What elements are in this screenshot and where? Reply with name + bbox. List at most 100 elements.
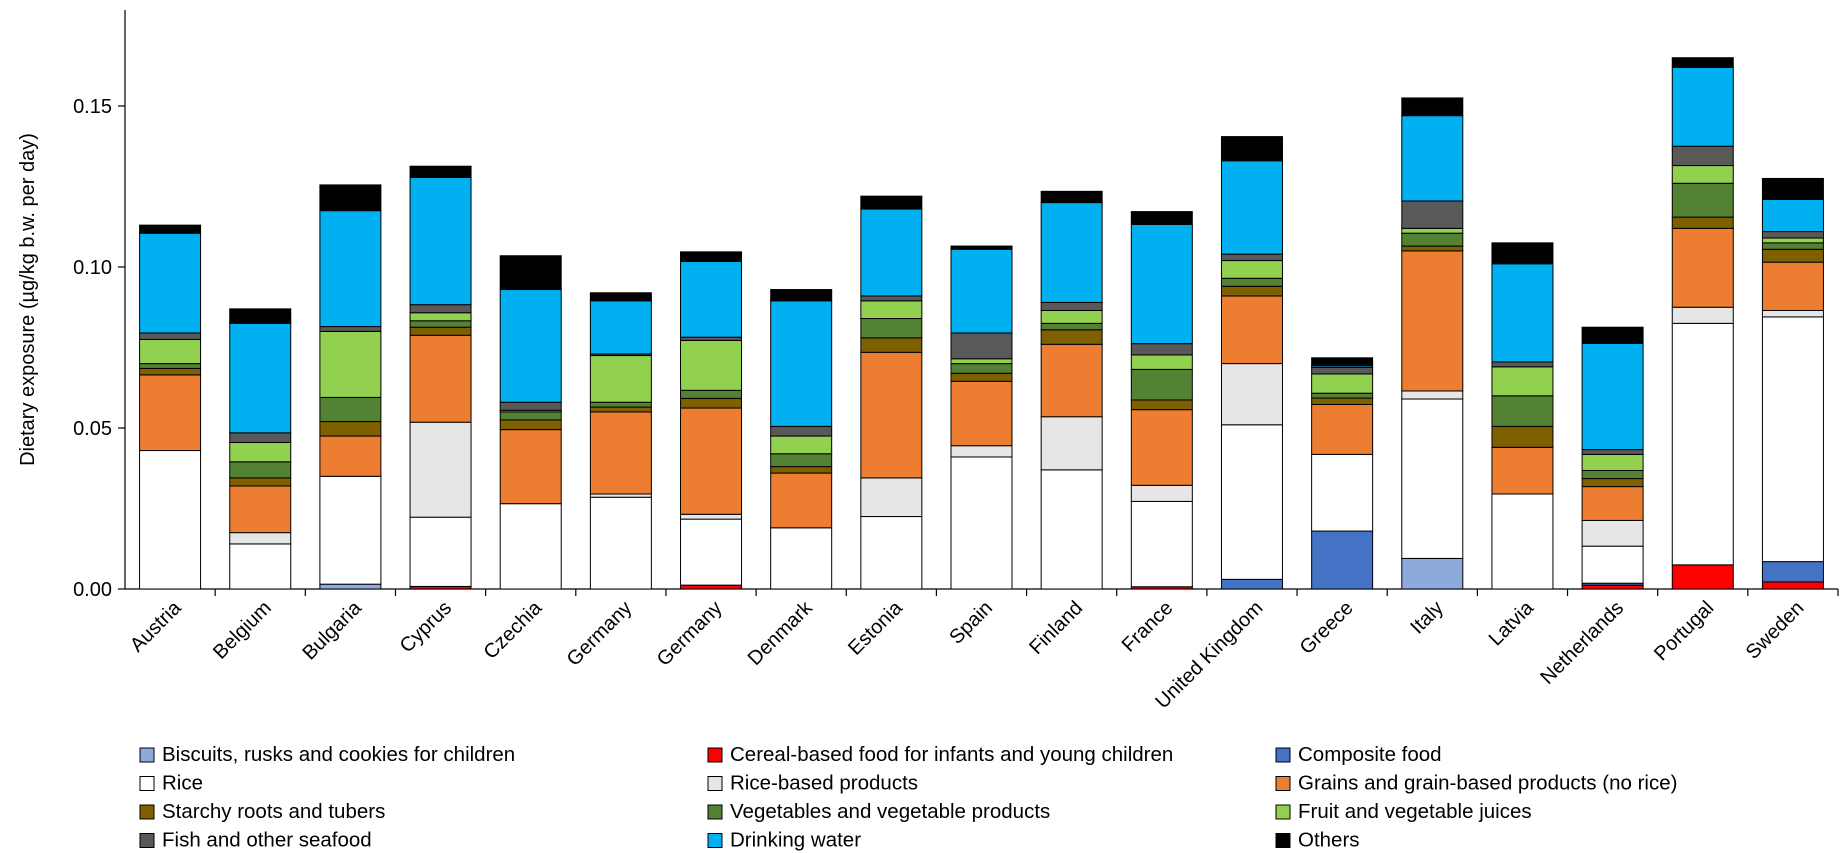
bar-segment [1671, 165, 1734, 184]
bar-segment [770, 435, 833, 455]
bar-segment [950, 245, 1013, 250]
bar-segment [680, 513, 743, 520]
bar-segment [680, 261, 743, 338]
bar-segment [499, 429, 562, 505]
bar-segment [860, 477, 923, 518]
bar-segment [409, 516, 472, 587]
bar-segment [1401, 115, 1464, 202]
bar-segment [589, 300, 652, 355]
bar-segment [229, 441, 292, 463]
bar-segment [1130, 211, 1193, 225]
bar-segment [770, 527, 833, 590]
bar-segment [1220, 285, 1283, 297]
bar-segment [1761, 242, 1824, 250]
legend-item: Drinking water [707, 829, 861, 852]
bar-segment [139, 363, 202, 369]
bar-segment [860, 295, 923, 302]
bar-segment [1581, 584, 1644, 590]
legend-swatch [139, 804, 155, 820]
legend-item: Composite food [1275, 743, 1442, 766]
legend-label: Starchy roots and tubers [162, 800, 385, 823]
legend-label: Fish and other seafood [162, 829, 372, 852]
bar-segment [1761, 248, 1824, 263]
bar-segment [589, 411, 652, 495]
legend-swatch [707, 833, 723, 848]
bar-segment [139, 367, 202, 376]
bar-segment [1581, 470, 1644, 480]
bar-segment [1581, 486, 1644, 521]
y-tick-label: 0.00 [73, 579, 112, 601]
bar-segment [499, 401, 562, 411]
bar-segment [1401, 398, 1464, 559]
legend-swatch [707, 804, 723, 820]
bar-segment [229, 461, 292, 479]
bar-segment [229, 477, 292, 487]
bar-segment [229, 543, 292, 590]
bar-segment [319, 421, 382, 437]
bar-segment [1040, 469, 1103, 590]
bar-segment [860, 208, 923, 297]
bar-segment [409, 326, 472, 336]
bar-segment [1220, 160, 1283, 255]
bar-segment [1040, 322, 1103, 331]
legend-swatch [1275, 747, 1291, 763]
bar-segment [680, 397, 743, 409]
bar-segment [1581, 326, 1644, 344]
bar-segment [680, 389, 743, 399]
bar-segment [860, 516, 923, 590]
bar-segment [409, 176, 472, 306]
bar-segment [1130, 368, 1193, 401]
bar-segment [499, 503, 562, 590]
legend-label: Composite food [1298, 743, 1442, 766]
bar-segment [1040, 202, 1103, 303]
bar-segment [319, 435, 382, 477]
bar-segment [1401, 250, 1464, 392]
bar-segment [770, 472, 833, 529]
y-tick-label: 0.05 [73, 418, 112, 440]
bar-segment [1401, 557, 1464, 590]
bar-segment [1401, 200, 1464, 229]
legend-label: Others [1298, 829, 1360, 852]
bar-segment [1491, 242, 1554, 265]
bar-segment [1581, 545, 1644, 584]
legend-item: Fruit and vegetable juices [1275, 800, 1532, 823]
bar-segment [139, 224, 202, 234]
bar-segment [1671, 322, 1734, 566]
bar-segment [1761, 231, 1824, 239]
bar-segment [1671, 306, 1734, 324]
x-tick-label: Spain [945, 597, 997, 649]
bar-segment [1130, 484, 1193, 502]
bar-segment [1581, 342, 1644, 451]
bar-segment [1761, 261, 1824, 311]
bar-segment [409, 304, 472, 314]
bar-segment [1040, 329, 1103, 345]
bar-segment [409, 165, 472, 178]
bar-segment [1220, 253, 1283, 262]
x-tick-label: Finland [1025, 597, 1087, 659]
plot-area: 0.00 0.05 0.10 0.15 Austria Belgium Bulgaria Cy… [73, 10, 1839, 713]
legend-swatch [1275, 833, 1291, 848]
bar-segment [860, 300, 923, 320]
bar-segment [1671, 182, 1734, 218]
x-tick-label: France [1118, 597, 1178, 657]
bar-segment [229, 532, 292, 545]
bar-segment [1491, 361, 1554, 368]
x-tick-label: Belgium [209, 597, 276, 664]
bar-segment [1401, 227, 1464, 234]
bar-segment [950, 332, 1013, 360]
bar-segment [319, 330, 382, 398]
bar-segment [229, 485, 292, 534]
bar-segment [319, 210, 382, 328]
bar-segment [229, 432, 292, 443]
bar-segment [1401, 390, 1464, 400]
bar-segment [1491, 493, 1554, 590]
bar-segment [1581, 519, 1644, 547]
legend-item: Vegetables and vegetable products [707, 800, 1050, 823]
bar-segment [770, 466, 833, 474]
bar-segment [1671, 66, 1734, 147]
bar-segment [1491, 425, 1554, 448]
bar-segment [1040, 301, 1103, 311]
bar-segment [1761, 309, 1824, 318]
legend-item: Grains and grain-based products (no rice… [1275, 772, 1677, 795]
legend-swatch [139, 776, 155, 791]
